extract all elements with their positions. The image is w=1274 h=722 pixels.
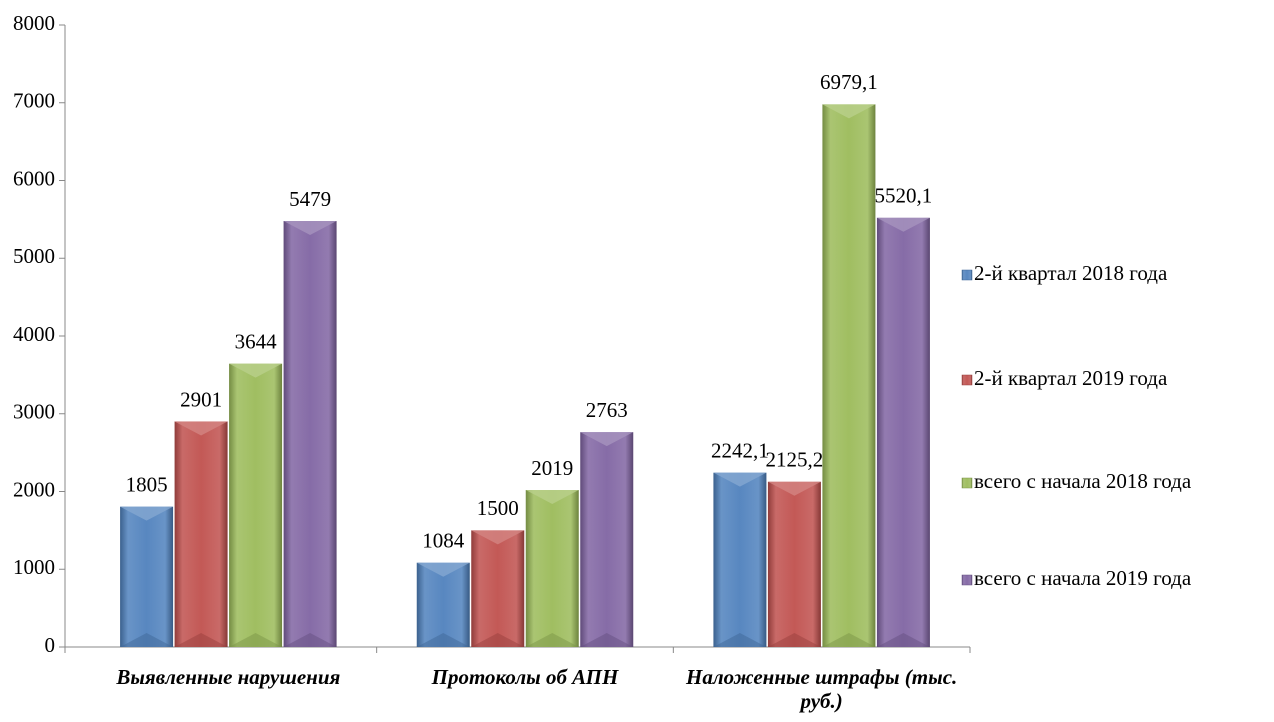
legend-label: 2-й квартал 2018 года [974, 261, 1168, 285]
bar [471, 530, 525, 647]
bar-base [580, 633, 634, 647]
value-label: 2125,2 [766, 448, 824, 472]
bar-cap [174, 421, 228, 436]
bar-base [416, 633, 470, 647]
value-label: 2019 [531, 456, 573, 480]
bar-cap [283, 221, 337, 236]
value-label: 2901 [180, 387, 222, 411]
value-label: 1805 [126, 472, 168, 496]
bar-base [471, 633, 525, 647]
bar [120, 506, 174, 647]
bar [580, 432, 634, 647]
y-tick-label: 8000 [13, 11, 55, 35]
bar-cap [876, 217, 930, 232]
legend-swatch [961, 374, 973, 386]
bar-cap [713, 472, 767, 487]
bar-base [822, 633, 876, 647]
bar-base [876, 633, 930, 647]
bar-cap [822, 104, 876, 119]
y-tick-label: 0 [45, 633, 56, 657]
y-tick-label: 4000 [13, 322, 55, 346]
y-tick-label: 7000 [13, 89, 55, 113]
value-label: 3644 [235, 329, 278, 353]
bar-base [525, 633, 579, 647]
value-label: 1084 [422, 529, 465, 553]
x-tick-label: Наложенные штрафы (тыс. руб.) [686, 665, 958, 713]
bar [525, 490, 579, 647]
y-tick-label: 3000 [13, 400, 55, 424]
bar-cap [471, 530, 525, 545]
bar-cap [767, 481, 821, 496]
value-label: 1500 [477, 496, 519, 520]
bar [174, 421, 228, 647]
value-label: 5520,1 [875, 184, 933, 208]
y-tick-label: 2000 [13, 477, 55, 501]
y-tick-label: 6000 [13, 166, 55, 190]
bar [283, 221, 337, 647]
bar [876, 217, 930, 647]
bar-base [120, 633, 174, 647]
legend-swatch [961, 574, 973, 586]
bar-cap [120, 506, 174, 521]
bar [767, 481, 821, 647]
bar-cap [580, 432, 634, 447]
bar-base [174, 633, 228, 647]
bar-cap [525, 490, 579, 505]
bar [416, 562, 470, 647]
bar-base [229, 633, 283, 647]
legend-label: всего с начала 2019 года [974, 566, 1192, 590]
bar-base [713, 633, 767, 647]
value-label: 2763 [586, 398, 628, 422]
bar [822, 104, 876, 647]
x-tick-label: Протоколы об АПН [431, 665, 619, 689]
bar-base [767, 633, 821, 647]
value-label: 2242,1 [711, 438, 769, 462]
legend-swatch [961, 477, 973, 489]
bar-cap [229, 363, 283, 378]
legend-label: 2-й квартал 2019 года [974, 366, 1168, 390]
bar [229, 363, 283, 647]
legend-swatch [961, 269, 973, 281]
y-tick-label: 5000 [13, 244, 55, 268]
bar [713, 472, 767, 647]
value-label: 5479 [289, 187, 331, 211]
x-tick-label: Выявленные нарушения [116, 665, 341, 689]
value-label: 6979,1 [820, 70, 878, 94]
bar-cap [416, 562, 470, 577]
y-tick-label: 1000 [13, 555, 55, 579]
bar-base [283, 633, 337, 647]
legend-label: всего с начала 2018 года [974, 469, 1192, 493]
